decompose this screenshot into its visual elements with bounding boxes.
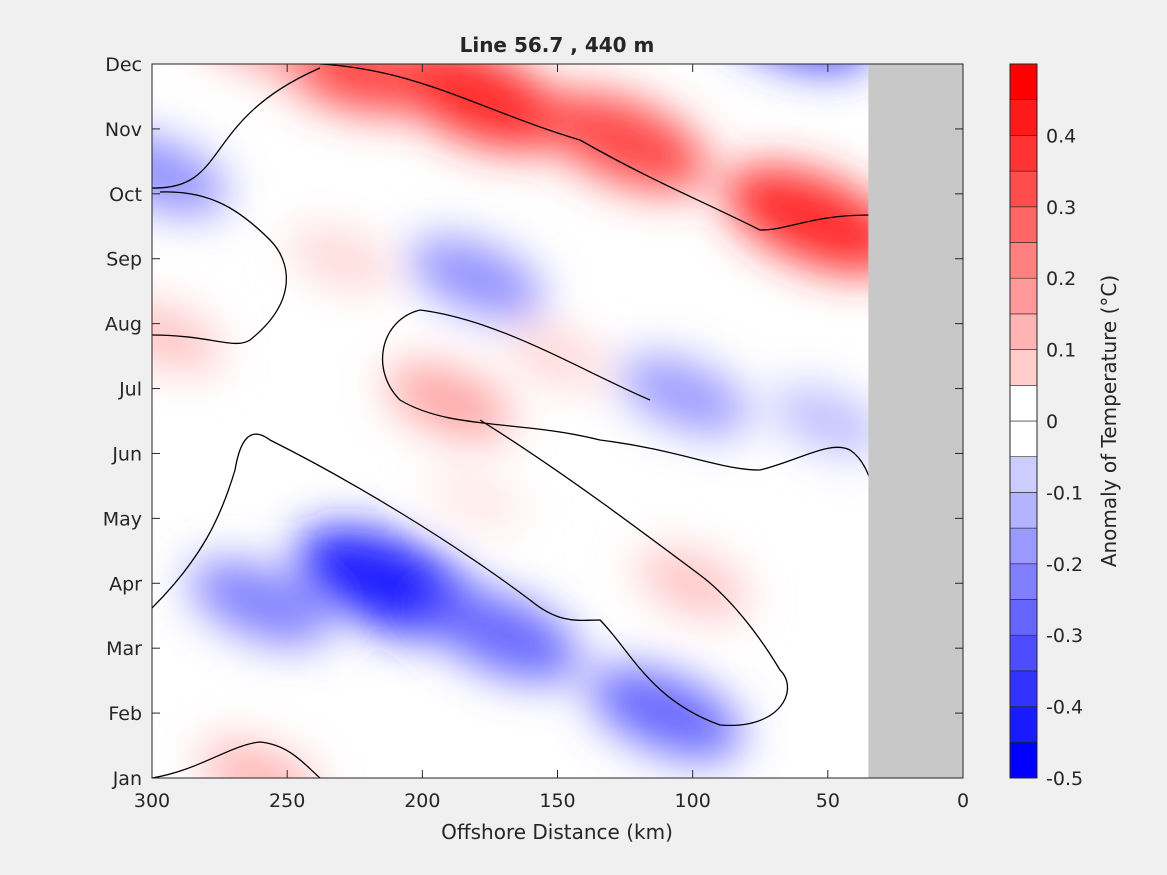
chart-title: Line 56.7 , 440 m	[460, 33, 655, 57]
colorbar-tick-label: -0.2	[1046, 554, 1083, 576]
colorbar-band	[1009, 492, 1038, 529]
x-tick-label: 100	[675, 790, 711, 812]
warm-anomaly-blob	[289, 227, 393, 291]
y-tick-label: Apr	[109, 573, 142, 595]
x-tick-label: 250	[269, 790, 305, 812]
zero-contour	[152, 191, 287, 345]
colorbar-band	[1009, 384, 1038, 422]
colorbar-band	[1009, 456, 1038, 493]
colorbar-tick-label: 0.4	[1046, 125, 1076, 147]
y-tick-label: Nov	[105, 119, 142, 141]
y-tick-label: Dec	[105, 54, 142, 76]
warm-anomaly-blob	[386, 64, 567, 150]
x-tick-label: 150	[539, 790, 575, 812]
colorbar-band	[1009, 99, 1038, 136]
colorbar-band	[1009, 313, 1038, 350]
colorbar-band	[1009, 670, 1038, 707]
colorbar-tick-label: 0.3	[1046, 197, 1076, 219]
y-tick-label: Jul	[118, 379, 142, 401]
x-axis: 300 250 200 150 100 50 0	[134, 64, 969, 812]
y-tick-label: Sep	[106, 249, 142, 271]
x-tick-label: 0	[957, 790, 969, 812]
cold-anomaly-blob	[589, 667, 743, 759]
colorbar-tick-label: -0.3	[1046, 625, 1083, 647]
colorbar-band	[1009, 349, 1038, 386]
cold-anomaly-blob	[427, 589, 580, 681]
y-tick-label: Oct	[109, 184, 142, 206]
colorbar-band	[1009, 706, 1038, 743]
y-tick-label: Aug	[105, 314, 142, 336]
cold-anomaly-blob	[705, 0, 870, 27]
y-tick-label: Jan	[112, 768, 142, 790]
warm-anomaly-blob	[258, 64, 425, 114]
colorbar-band	[1009, 135, 1038, 172]
zero-contour	[152, 741, 321, 778]
x-axis-label: Offshore Distance (km)	[441, 820, 673, 844]
colorbar-band	[1009, 242, 1038, 279]
warm-anomaly-blob	[636, 549, 749, 618]
colorbar-band	[1009, 63, 1038, 101]
cold-anomaly-blob	[409, 237, 544, 319]
colorbar-band	[1009, 206, 1038, 243]
colorbar-label: Anomaly of Temperature (°C)	[1097, 275, 1121, 567]
y-axis: Jan Feb Mar Apr May Jun Jul Aug Sep Oct Nov Dec	[103, 54, 963, 790]
x-tick-label: 50	[816, 790, 840, 812]
colorbar-band	[1009, 563, 1038, 600]
zero-contour	[152, 419, 789, 726]
warm-anomaly-blob	[428, 469, 525, 529]
warm-anomaly-blob	[152, 302, 222, 371]
x-tick-label: 200	[404, 790, 440, 812]
colorbar-band	[1009, 420, 1038, 458]
cold-anomaly-blob	[189, 560, 331, 646]
colorbar-band	[1009, 277, 1038, 315]
cold-anomaly-blob	[619, 355, 750, 435]
colorbar-tick-label: -0.5	[1046, 768, 1083, 790]
colorbar-tick-label: -0.1	[1046, 482, 1083, 504]
colorbar-tick-label: -0.4	[1046, 697, 1083, 719]
colorbar-tick-label: 0	[1046, 411, 1058, 433]
zero-contour	[152, 64, 871, 231]
colorbar-band	[1009, 170, 1038, 208]
warm-anomaly-blob	[200, 741, 320, 778]
x-tick-label: 300	[134, 790, 170, 812]
no-data-region	[868, 64, 963, 778]
colorbar-frame	[1009, 63, 1038, 779]
colorbar-band	[1009, 741, 1038, 779]
y-tick-label: Mar	[106, 638, 142, 660]
cold-anomaly-blob	[770, 386, 886, 456]
colorbar-tick-label: 0.1	[1046, 340, 1076, 362]
y-tick-label: Jun	[111, 443, 142, 465]
colorbar-band	[1009, 634, 1038, 672]
zero-contour	[381, 309, 871, 481]
y-tick-label: Feb	[108, 703, 142, 725]
colorbar: -0.5 -0.4 -0.3 -0.2 -0.1 0 0.1 0.2 0.3 0.4	[1009, 63, 1083, 790]
colorbar-tick-label: 0.2	[1046, 268, 1076, 290]
warm-anomaly-blob	[541, 92, 709, 192]
y-tick-label: May	[103, 508, 142, 530]
colorbar-band	[1009, 599, 1038, 636]
colorbar-band	[1009, 527, 1038, 565]
